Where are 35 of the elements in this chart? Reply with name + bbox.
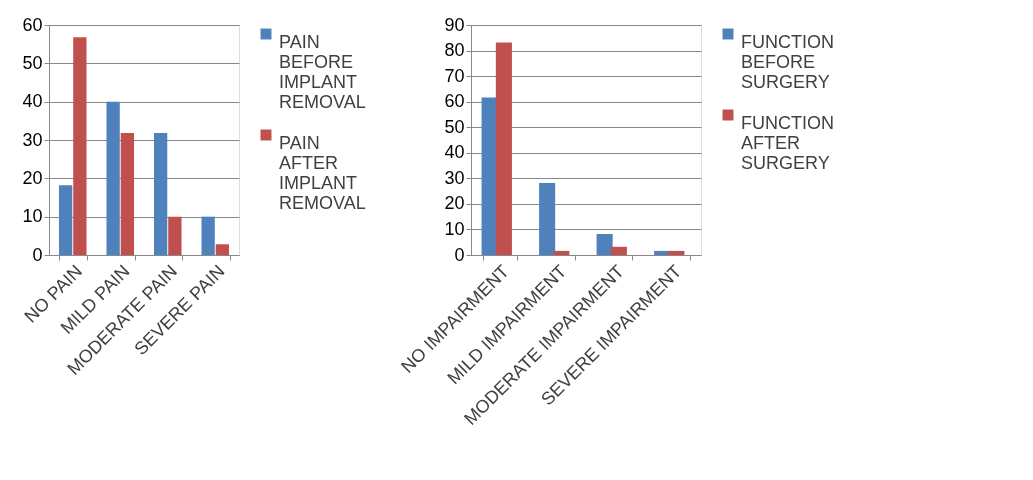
- bar: [168, 216, 182, 255]
- bar: [495, 42, 512, 255]
- legend-label: PAIN BEFORE IMPLANT REMOVAL: [279, 32, 366, 112]
- y-tick-label: 10: [444, 218, 465, 239]
- y-tick-label: 30: [444, 167, 465, 188]
- y-tick-label: 50: [444, 116, 465, 137]
- bar: [539, 182, 556, 255]
- legend-label: FUNCTION BEFORE SURGERY: [741, 32, 834, 92]
- bar: [553, 250, 570, 255]
- bar: [58, 185, 73, 255]
- y-tick-label: 40: [22, 91, 43, 112]
- legend-label: FUNCTION AFTER SURGERY: [741, 113, 834, 173]
- y-tick-label: 0: [454, 244, 465, 265]
- y-tick-label: 60: [22, 14, 43, 35]
- y-tick-label: 70: [444, 65, 465, 86]
- y-tick-label: 90: [444, 14, 465, 35]
- bar: [153, 133, 168, 255]
- bar: [610, 246, 627, 255]
- y-tick-label: 10: [22, 206, 43, 227]
- bar: [215, 244, 230, 255]
- bar: [201, 216, 215, 255]
- bar: [120, 133, 135, 255]
- y-tick-label: 30: [22, 129, 43, 150]
- y-tick-label: 20: [22, 167, 43, 188]
- bar: [596, 234, 613, 255]
- y-tick-label: 20: [444, 193, 465, 214]
- y-tick-label: 40: [444, 142, 465, 163]
- legend-label: PAIN AFTER IMPLANT REMOVAL: [279, 133, 366, 213]
- y-tick-label: 60: [444, 91, 465, 112]
- bar: [668, 250, 685, 255]
- y-tick-label: 80: [444, 40, 465, 61]
- bar: [73, 37, 87, 255]
- y-tick-label: 50: [22, 52, 43, 73]
- y-tick-label: 0: [32, 244, 43, 265]
- bar: [106, 101, 120, 255]
